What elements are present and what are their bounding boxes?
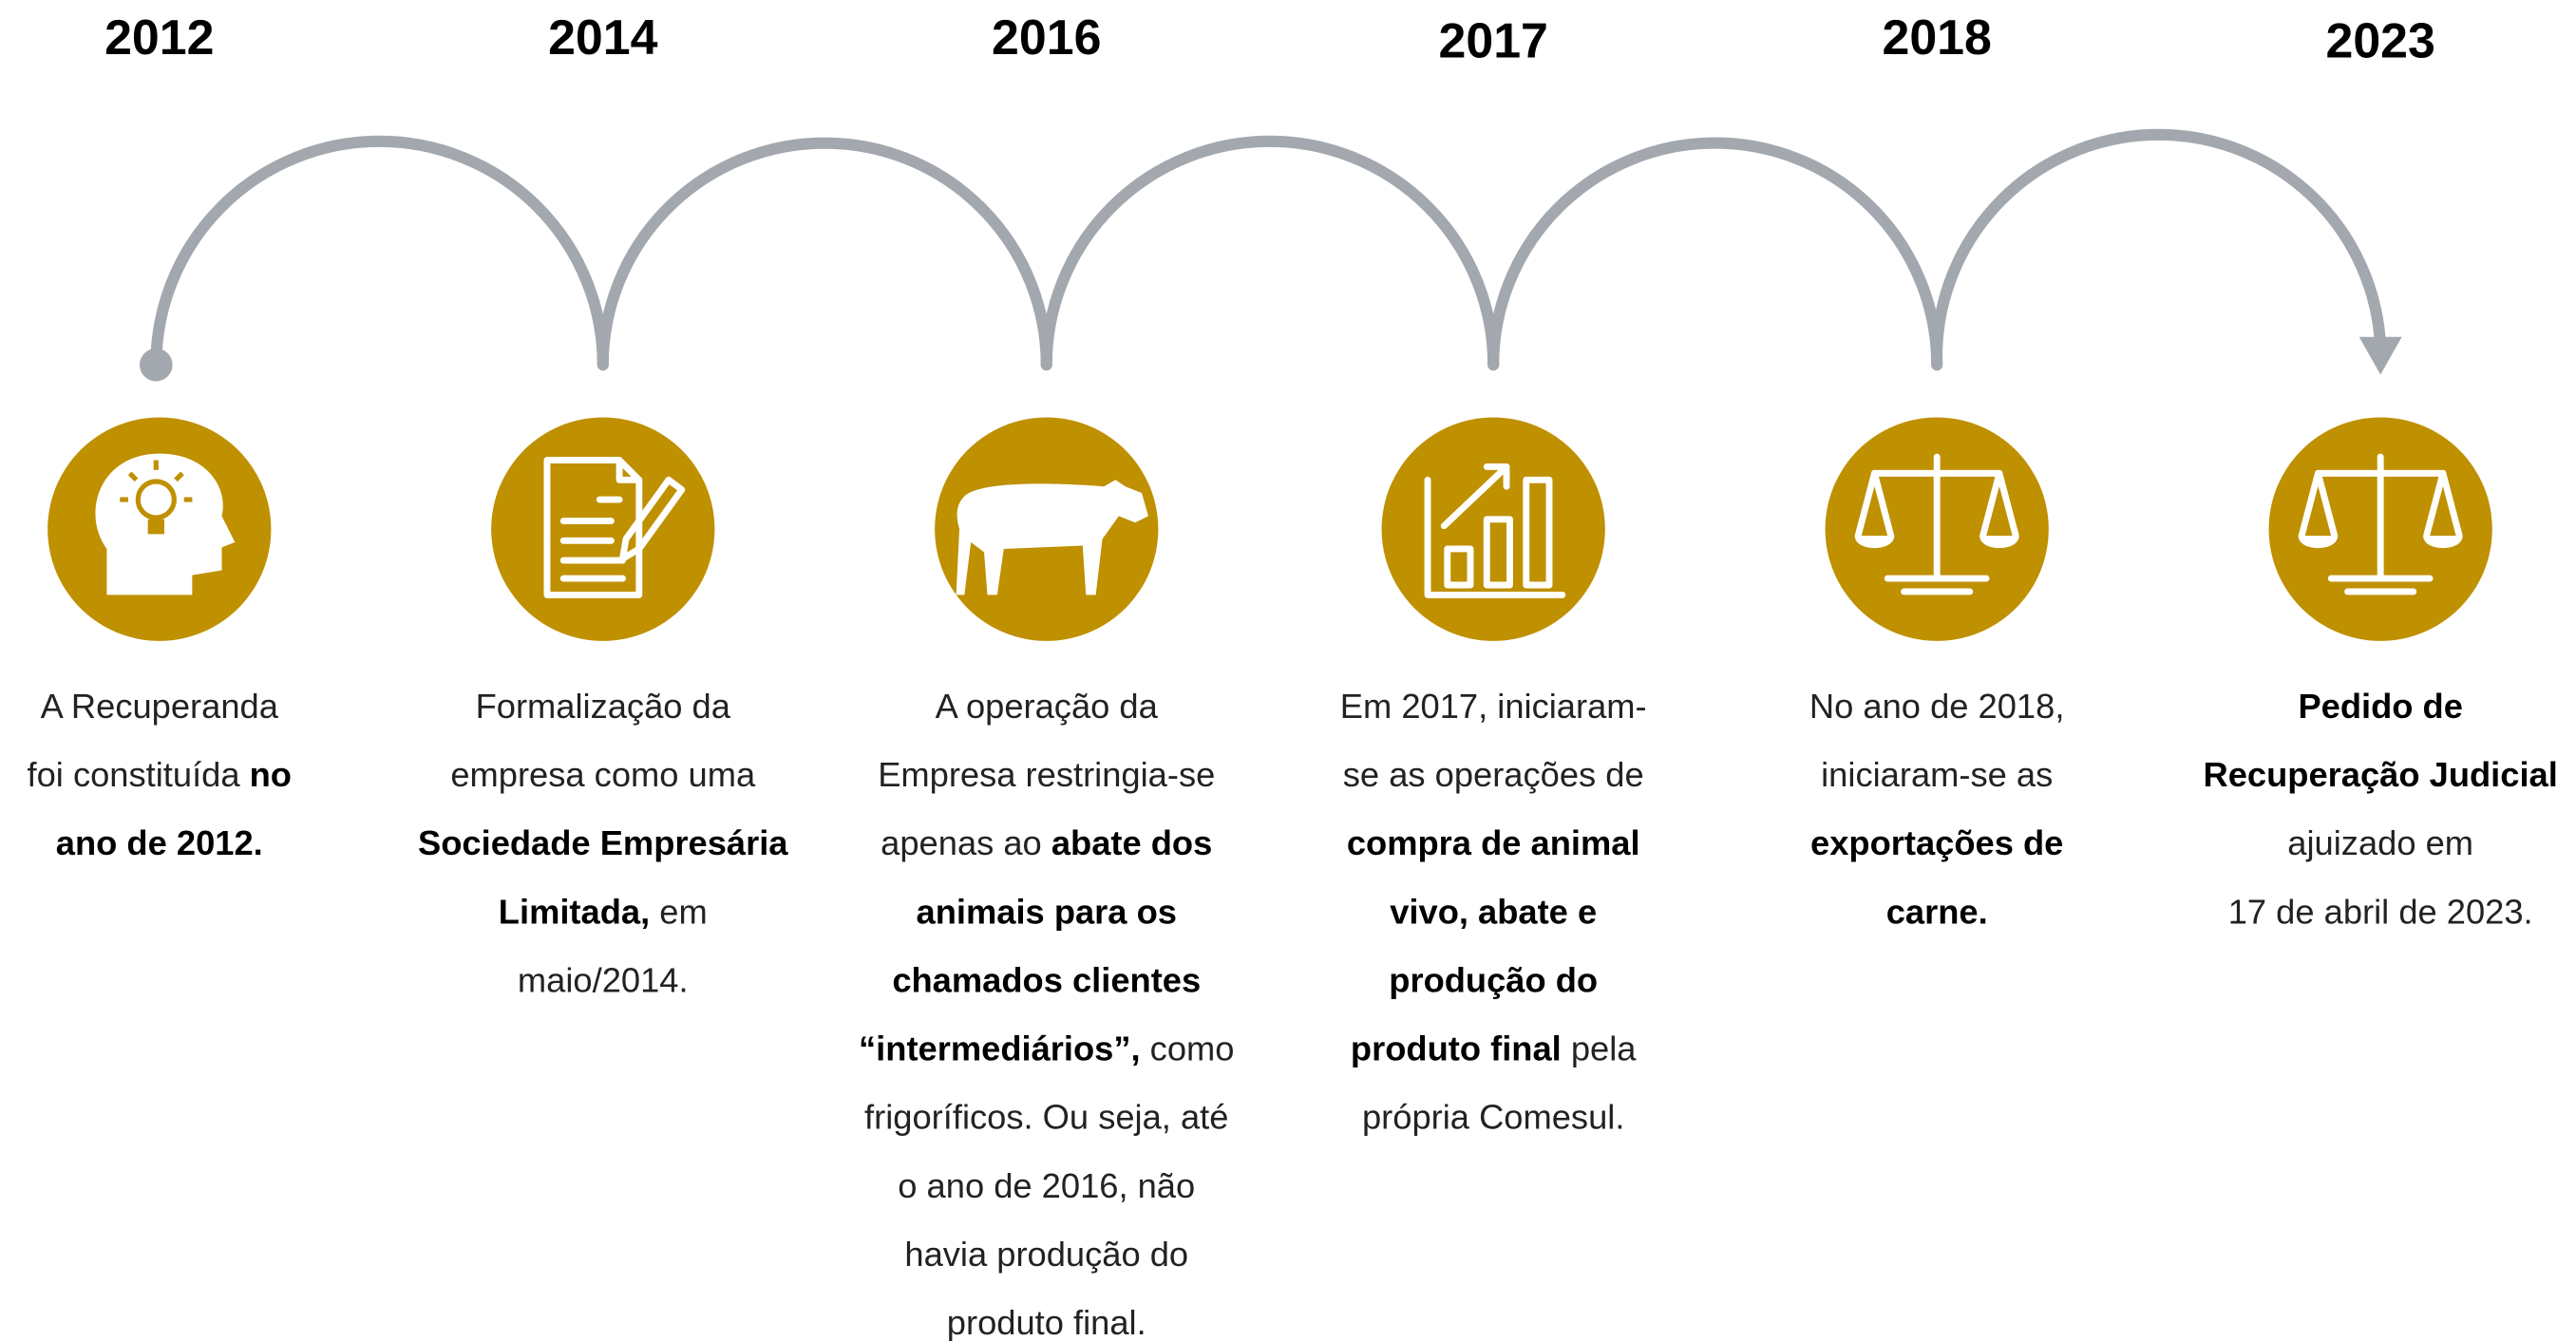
year: 2018 bbox=[1882, 9, 1991, 65]
bold-run: produto final bbox=[1351, 1029, 1562, 1067]
description-line: o ano de 2016, não bbox=[898, 1165, 1195, 1204]
icon-scales bbox=[1825, 417, 2049, 641]
description-line: Limitada, em bbox=[499, 892, 708, 931]
connectors bbox=[140, 128, 2402, 382]
description-line: Sociedade Empresária bbox=[418, 823, 788, 862]
text-run: Formalização da bbox=[476, 686, 731, 725]
description-line: “intermediários”, como bbox=[859, 1029, 1234, 1067]
text-run: 17 de abril de 2023. bbox=[2228, 892, 2533, 931]
bold-run: “intermediários”, bbox=[859, 1029, 1141, 1067]
text-run: Empresa restringia-se bbox=[878, 755, 1215, 794]
description-line: animais para os bbox=[917, 892, 1177, 931]
icon-chart bbox=[1381, 417, 1605, 641]
bold-run: Sociedade Empresária bbox=[418, 823, 788, 862]
description-line: vivo, abate e bbox=[1390, 892, 1597, 931]
description-line: foi constituída no bbox=[28, 755, 292, 794]
description-line: chamados clientes bbox=[892, 960, 1201, 999]
text-run: maio/2014. bbox=[518, 960, 689, 999]
description-line: compra de animal bbox=[1347, 823, 1640, 862]
bold-run: vivo, abate e bbox=[1390, 892, 1597, 931]
description-line: própria Comesul. bbox=[1362, 1097, 1624, 1136]
icon-idea bbox=[47, 417, 272, 641]
text-run: A operação da bbox=[936, 686, 1159, 725]
text-run: ajuizado em bbox=[2287, 823, 2473, 862]
arc bbox=[1931, 128, 2387, 371]
bold-run: Limitada, bbox=[499, 892, 650, 931]
arc bbox=[1040, 135, 1500, 371]
text-run: empresa como uma bbox=[450, 755, 756, 794]
text-run: em bbox=[650, 892, 708, 931]
description-line: maio/2014. bbox=[518, 960, 689, 999]
bold-run: exportações de bbox=[1810, 823, 2063, 862]
bold-run: compra de animal bbox=[1347, 823, 1640, 862]
text-run: como bbox=[1141, 1029, 1235, 1067]
year: 2012 bbox=[104, 9, 214, 65]
description-line: A Recuperanda bbox=[41, 686, 279, 725]
description-line: Pedido de bbox=[2298, 686, 2462, 725]
year: 2014 bbox=[548, 9, 658, 65]
description-line: Em 2017, iniciaram- bbox=[1340, 686, 1647, 725]
description-line: produção do bbox=[1389, 960, 1598, 999]
text-run: pela bbox=[1562, 1029, 1638, 1067]
description-line: empresa como uma bbox=[450, 755, 756, 794]
bold-run: no bbox=[250, 755, 292, 794]
description-line: iniciaram-se as bbox=[1821, 755, 2053, 794]
text-run: própria Comesul. bbox=[1362, 1097, 1624, 1136]
description-line: 17 de abril de 2023. bbox=[2228, 892, 2533, 931]
description-line: se as operações de bbox=[1343, 755, 1644, 794]
arc bbox=[150, 135, 609, 371]
description-line: ajuizado em bbox=[2287, 823, 2473, 862]
description-line: Recuperação Judicial bbox=[2204, 755, 2558, 794]
description-line: carne. bbox=[1886, 892, 1988, 931]
description-line: A operação da bbox=[936, 686, 1159, 725]
bold-run: Pedido de bbox=[2298, 686, 2462, 725]
text-run: iniciaram-se as bbox=[1821, 755, 2053, 794]
text-run: apenas ao bbox=[881, 823, 1051, 862]
text-run: havia produção do bbox=[904, 1235, 1188, 1274]
text-run: foi constituída bbox=[28, 755, 250, 794]
description-line: Formalização da bbox=[476, 686, 731, 725]
text-run: frigoríficos. Ou seja, até bbox=[864, 1097, 1228, 1136]
bold-run: abate dos bbox=[1051, 823, 1212, 862]
description-line: frigoríficos. Ou seja, até bbox=[864, 1097, 1228, 1136]
bold-run: produção do bbox=[1389, 960, 1598, 999]
text-run: se as operações de bbox=[1343, 755, 1644, 794]
description-line: produto final. bbox=[947, 1303, 1146, 1341]
bold-run: chamados clientes bbox=[892, 960, 1201, 999]
description-line: Empresa restringia-se bbox=[878, 755, 1215, 794]
icon-cow bbox=[935, 417, 1159, 641]
year: 2023 bbox=[2325, 12, 2434, 67]
text-run: A Recuperanda bbox=[41, 686, 279, 725]
icon-scales bbox=[2268, 417, 2492, 641]
text-run: Em 2017, iniciaram- bbox=[1340, 686, 1647, 725]
arc bbox=[1487, 137, 1943, 371]
text-run: produto final. bbox=[947, 1303, 1146, 1341]
description-line: ano de 2012. bbox=[56, 823, 263, 862]
icon-document bbox=[491, 417, 715, 641]
event-texts: 2012 A Recuperanda foi constituída no ano d… bbox=[28, 9, 2558, 1341]
bold-run: Recuperação Judicial bbox=[2204, 755, 2558, 794]
text-run: No ano de 2018, bbox=[1809, 686, 2064, 725]
bold-run: ano de 2012. bbox=[56, 823, 263, 862]
text-run: o ano de 2016, não bbox=[898, 1165, 1195, 1204]
bold-run: carne. bbox=[1886, 892, 1988, 931]
description-line: havia produção do bbox=[904, 1235, 1188, 1274]
description-line: produto final pela bbox=[1351, 1029, 1637, 1067]
year: 2017 bbox=[1439, 12, 1548, 67]
description-line: apenas ao abate dos bbox=[881, 823, 1212, 862]
year: 2016 bbox=[992, 9, 1101, 65]
arc bbox=[597, 137, 1052, 371]
arrow-head bbox=[2358, 336, 2402, 375]
description-line: No ano de 2018, bbox=[1809, 686, 2064, 725]
icons bbox=[47, 417, 2492, 641]
description-line: exportações de bbox=[1810, 823, 2063, 862]
bold-run: animais para os bbox=[917, 892, 1177, 931]
